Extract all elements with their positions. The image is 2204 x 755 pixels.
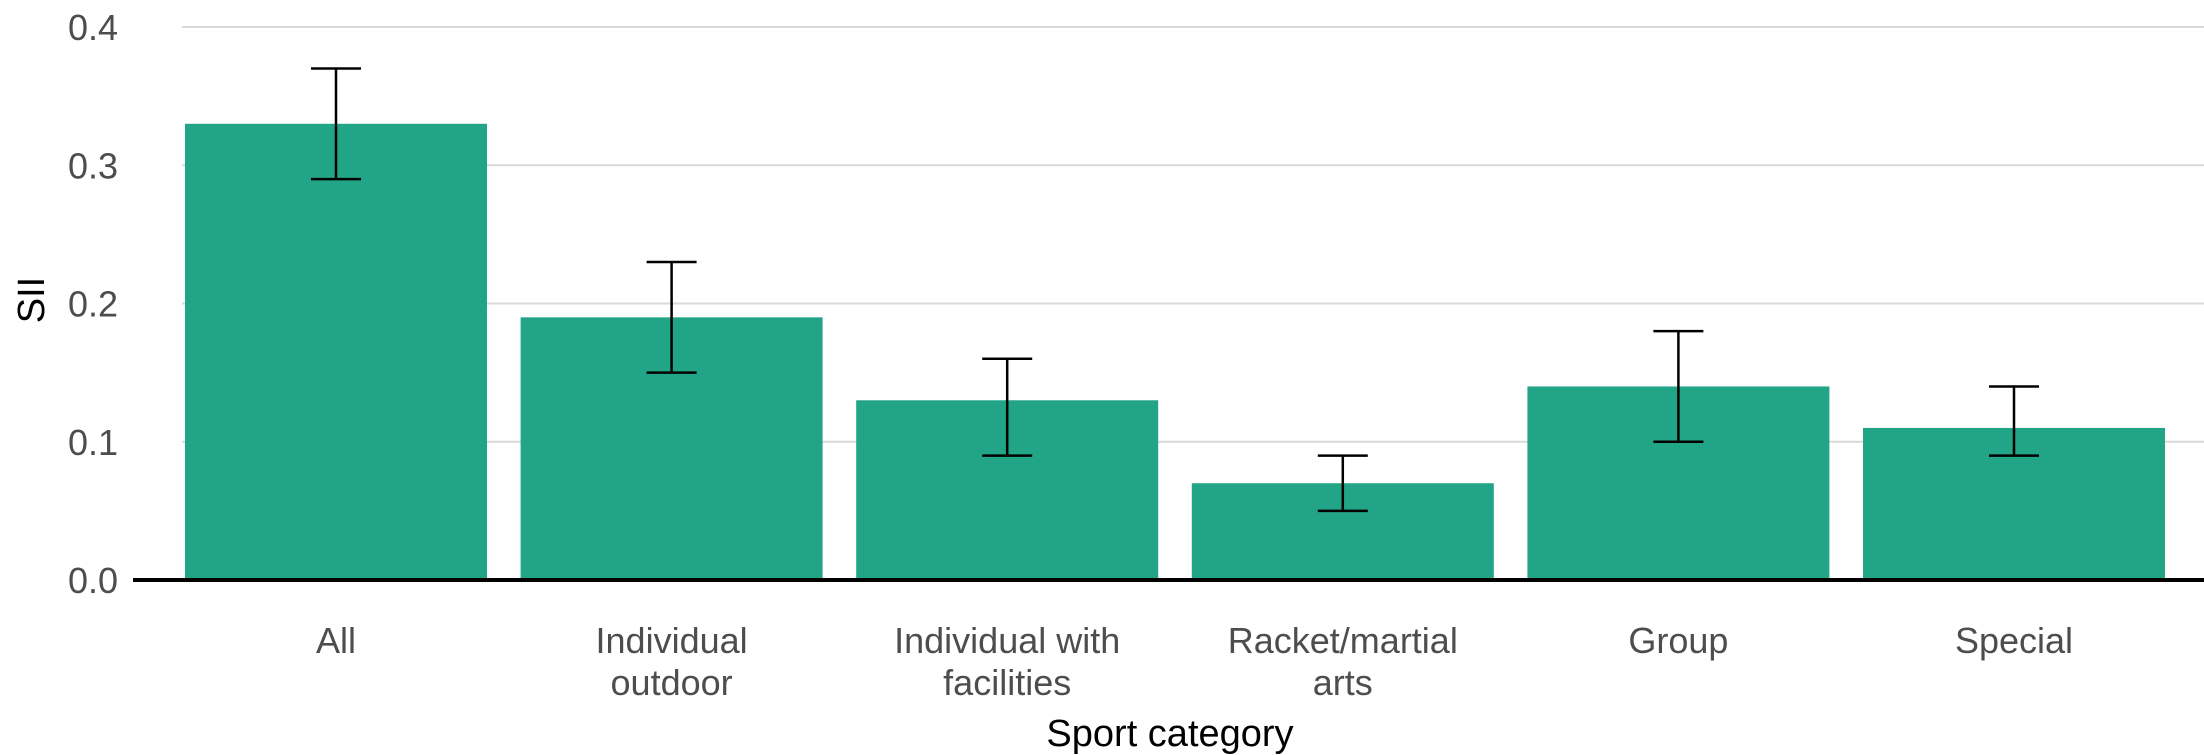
x-tick-label-line: All bbox=[316, 620, 356, 661]
error-bar bbox=[1317, 454, 1368, 513]
bars bbox=[185, 123, 2165, 581]
x-axis-title: Sport category bbox=[1046, 713, 1293, 755]
x-tick-label: Individual outdoor bbox=[596, 620, 748, 703]
y-tick-label: 0.3 bbox=[68, 145, 118, 186]
error-bars bbox=[311, 67, 2039, 513]
x-tick-label: Special bbox=[1955, 620, 2073, 661]
x-tick-label: Individual with facilities bbox=[894, 620, 1120, 703]
y-tick-labels: 0.0 0.1 0.2 0.3 0.4 bbox=[68, 7, 118, 601]
x-tick-label: Group bbox=[1628, 620, 1728, 661]
y-tick-label: 0.2 bbox=[68, 284, 118, 325]
x-tick-label-line: facilities bbox=[943, 662, 1071, 703]
x-tick-label-line: Individual bbox=[596, 620, 748, 661]
x-tick-label-line: outdoor bbox=[611, 662, 733, 703]
error-bar bbox=[646, 260, 697, 374]
x-tick-label-line: Racket/martial bbox=[1228, 620, 1458, 661]
error-bar bbox=[1653, 329, 1704, 443]
error-bar bbox=[982, 357, 1033, 457]
error-bar bbox=[1989, 385, 2039, 457]
error-bar bbox=[311, 67, 361, 181]
y-tick-label: 0.1 bbox=[68, 422, 118, 463]
y-tick-label: 0.0 bbox=[68, 560, 118, 601]
x-tick-label-line: Individual with bbox=[894, 620, 1120, 661]
bar bbox=[185, 123, 487, 581]
x-tick-label: Racket/martial arts bbox=[1228, 620, 1458, 703]
x-tick-label: All bbox=[316, 620, 356, 661]
x-tick-label-line: Special bbox=[1955, 620, 2073, 661]
x-tick-labels: All Individual outdoor Individual with facil… bbox=[316, 620, 2073, 703]
y-axis-title: SII bbox=[11, 277, 53, 323]
y-tick-label: 0.4 bbox=[68, 7, 118, 48]
x-tick-label-line: Group bbox=[1628, 620, 1728, 661]
x-tick-label-line: arts bbox=[1313, 662, 1373, 703]
